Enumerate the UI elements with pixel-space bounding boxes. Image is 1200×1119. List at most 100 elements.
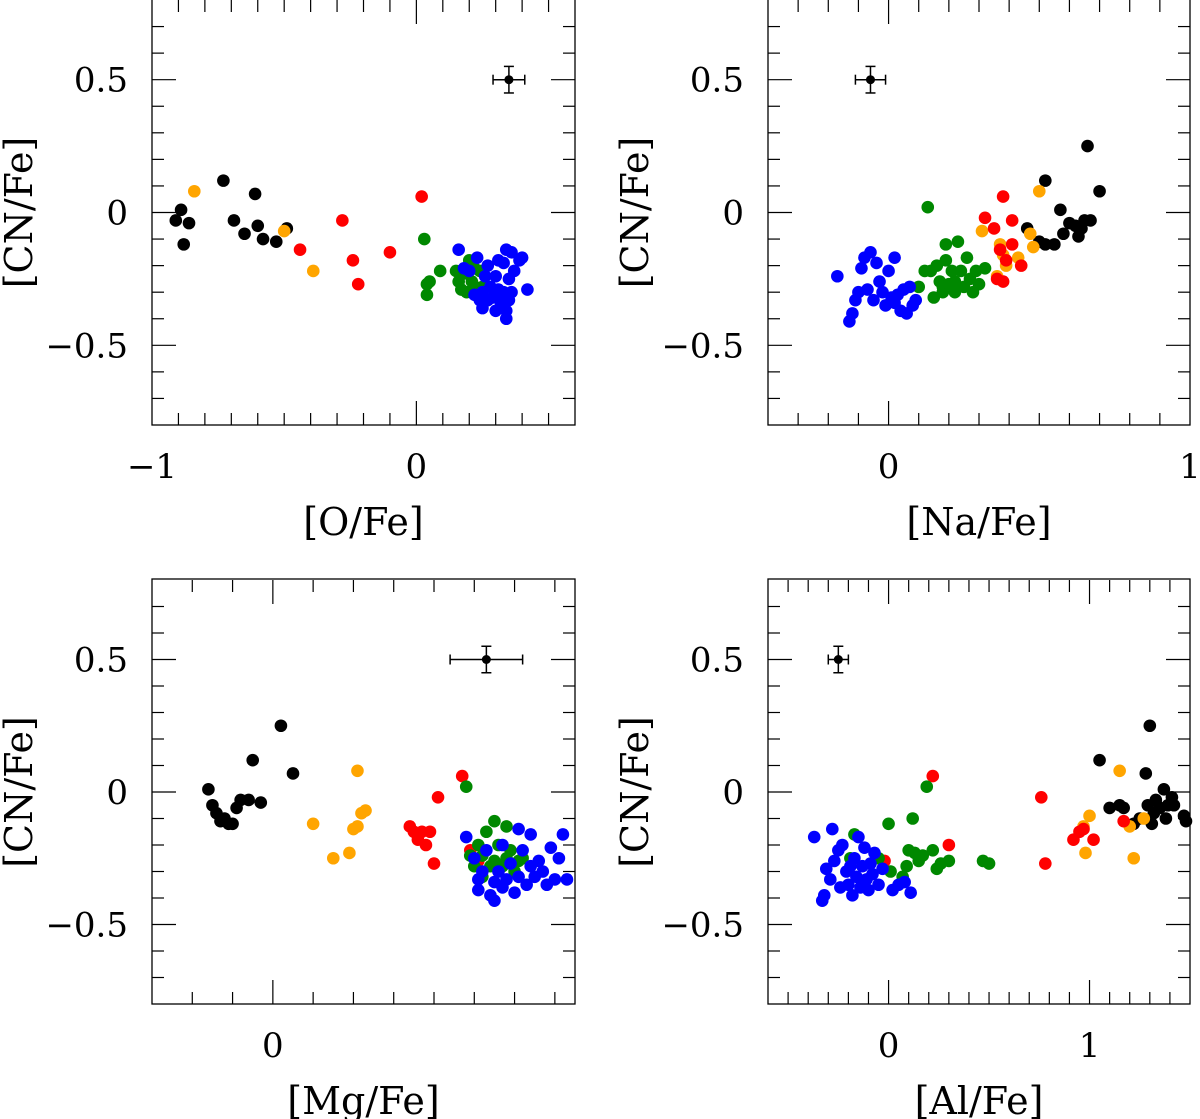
series-red — [978, 190, 1028, 288]
plot-frame — [151, 0, 576, 426]
panel-mg-fe: −0.500.50[Mg/Fe][CN/Fe] — [0, 578, 576, 1119]
y-tick-label: 0 — [106, 773, 128, 813]
data-point — [872, 878, 885, 892]
data-point — [1079, 846, 1092, 860]
data-point — [254, 796, 268, 809]
data-point — [455, 769, 469, 783]
x-tick-label: 0 — [878, 1026, 900, 1066]
data-point — [256, 232, 270, 246]
data-point — [951, 235, 965, 249]
data-point — [467, 851, 481, 865]
data-point — [524, 828, 537, 841]
data-point — [182, 216, 196, 230]
data-point — [552, 851, 566, 865]
data-point — [904, 886, 917, 899]
data-point — [507, 264, 521, 278]
series-blue — [831, 246, 922, 328]
data-point — [975, 224, 989, 238]
x-axis-label: [Na/Fe] — [906, 500, 1051, 544]
data-point — [1005, 214, 1019, 227]
data-point — [926, 769, 940, 783]
data-point — [942, 838, 956, 852]
data-point — [246, 753, 260, 767]
data-point — [286, 767, 300, 780]
data-point — [1087, 833, 1100, 846]
y-axis-label: [CN/Fe] — [613, 716, 657, 868]
data-point — [848, 851, 861, 865]
data-point — [864, 857, 877, 870]
data-point — [972, 277, 986, 291]
data-point — [346, 254, 360, 267]
y-axis-label: [CN/Fe] — [0, 137, 41, 289]
data-point — [868, 846, 881, 860]
data-point — [939, 254, 953, 267]
panel-al-fe: −0.5 0 0.5 0 1 [Al/Fe] [CN/Fe] — [613, 578, 1193, 1119]
y-tick-label: 0.5 — [690, 641, 744, 681]
data-point — [269, 235, 283, 249]
data-point — [351, 820, 364, 833]
data-point — [1117, 801, 1130, 815]
data-point — [1103, 801, 1116, 815]
data-point — [870, 256, 883, 270]
data-point — [836, 838, 849, 852]
data-point — [489, 269, 502, 283]
error-bar-point — [481, 655, 491, 664]
data-point — [987, 222, 1001, 235]
series-black — [169, 174, 294, 251]
data-point — [1077, 822, 1090, 836]
data-point — [1157, 783, 1171, 796]
x-tick-label: 1 — [1079, 1026, 1101, 1066]
data-point — [882, 264, 895, 278]
data-point — [828, 854, 841, 868]
data-point — [862, 883, 875, 897]
data-point — [921, 200, 935, 214]
data-point — [433, 264, 447, 278]
data-point — [306, 817, 320, 831]
data-point — [1081, 139, 1094, 153]
data-point — [876, 862, 889, 876]
data-point — [169, 214, 183, 227]
data-point — [488, 894, 501, 907]
data-point — [274, 719, 288, 733]
data-point — [497, 256, 510, 270]
data-point — [996, 275, 1010, 288]
data-point — [898, 875, 911, 889]
data-point — [903, 280, 916, 294]
data-point — [423, 825, 437, 839]
y-axis-label: [CN/Fe] — [613, 137, 657, 289]
panel-na-fe: −0.5 0 0.5 0 1 [Na/Fe] [CN/Fe] — [613, 0, 1200, 544]
data-point — [512, 870, 525, 884]
x-tick-label: 0 — [406, 447, 428, 487]
series-blue — [452, 243, 534, 326]
data-point — [942, 854, 956, 868]
data-point — [226, 817, 239, 831]
x-axis-label: [O/Fe] — [303, 500, 423, 544]
series-orange — [188, 184, 320, 278]
data-point — [508, 886, 521, 899]
data-point — [996, 190, 1010, 203]
data-point — [481, 259, 495, 272]
data-point — [227, 214, 241, 227]
data-point — [846, 307, 859, 320]
data-point — [900, 859, 913, 873]
data-point — [500, 873, 513, 886]
data-point — [982, 857, 996, 870]
x-tick-label: −1 — [127, 447, 177, 487]
data-point — [504, 857, 517, 870]
data-point — [326, 851, 340, 865]
x-axis-label: [Mg/Fe] — [287, 1079, 439, 1119]
data-point — [1167, 798, 1181, 812]
y-tick-label: −0.5 — [661, 326, 744, 366]
data-point — [852, 830, 865, 844]
y-tick-label: −0.5 — [45, 326, 128, 366]
data-point — [459, 830, 473, 844]
plot-frame — [767, 0, 1191, 426]
data-point — [336, 214, 349, 227]
data-point — [1034, 791, 1048, 804]
data-point — [1014, 259, 1028, 272]
data-point — [492, 865, 505, 878]
series-black — [202, 719, 300, 831]
error-bar-point — [833, 655, 843, 664]
data-point — [202, 783, 215, 796]
data-point — [217, 174, 230, 187]
